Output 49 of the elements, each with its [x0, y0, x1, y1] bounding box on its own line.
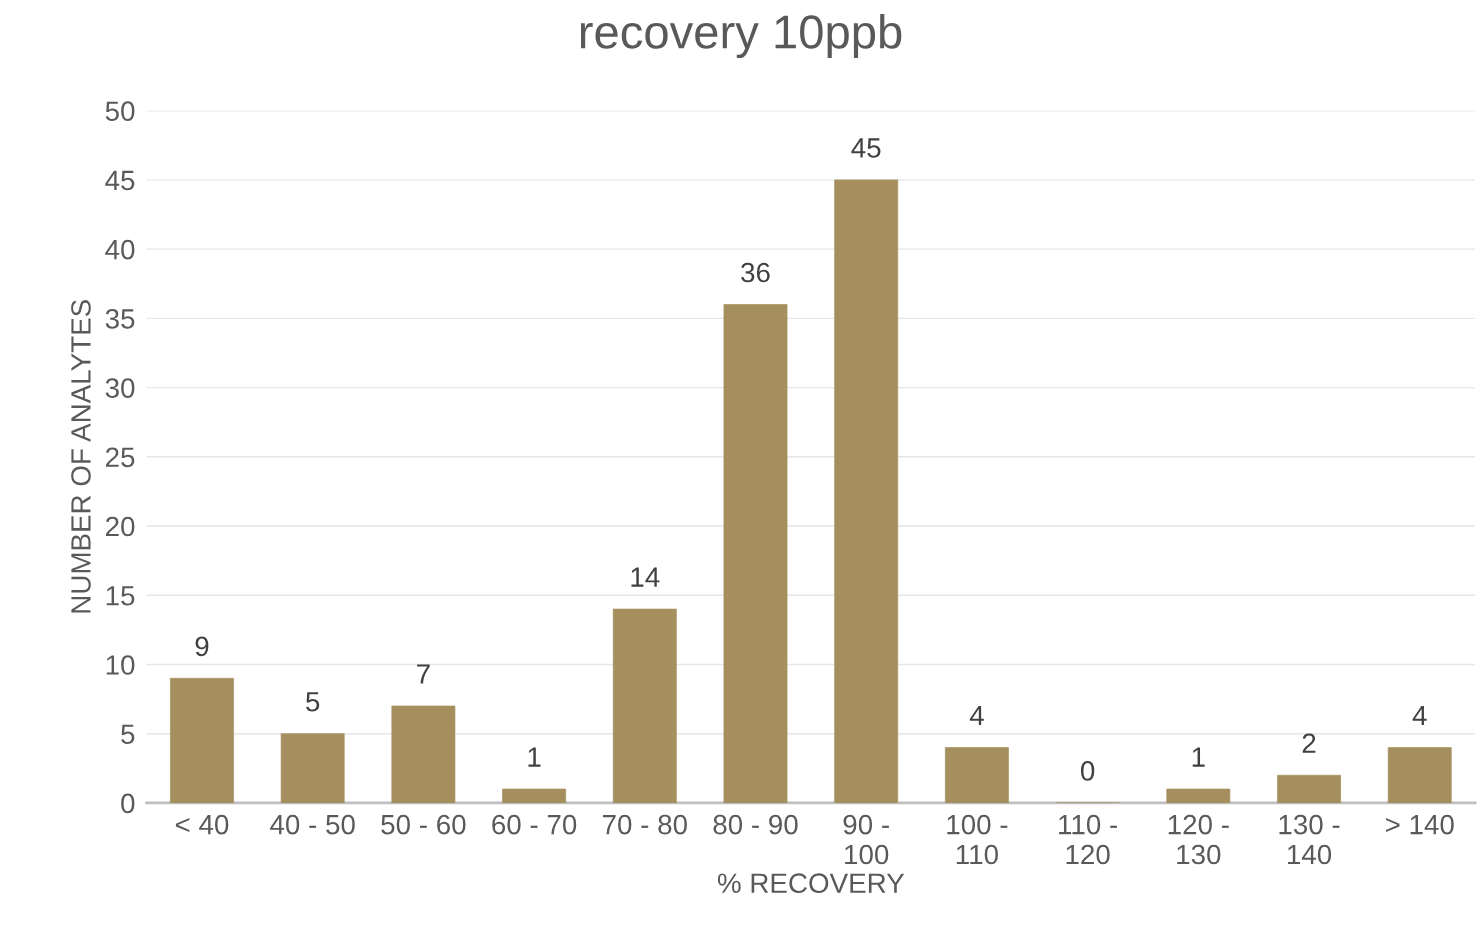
x-tick-label: < 40 [175, 814, 229, 835]
y-tick-label: 40 [105, 239, 135, 260]
data-label: 5 [306, 692, 320, 712]
y-tick-label: 45 [105, 170, 135, 191]
x-tick-label: 80 - 90 [713, 814, 798, 835]
data-label: 1 [528, 747, 541, 767]
x-tick-label: 110 - 120 [1059, 814, 1118, 865]
y-axis-title: NUMBER OF ANALYTES [71, 300, 91, 613]
data-label: 45 [851, 138, 881, 158]
y-tick-label: 50 [105, 101, 135, 122]
x-tick-label: 40 - 50 [270, 814, 355, 835]
bar [1387, 747, 1452, 803]
y-tick-label: 5 [121, 724, 135, 745]
data-label: 0 [1080, 761, 1095, 781]
x-tick-label: 70 - 80 [602, 814, 687, 835]
y-tick-label: 10 [106, 655, 135, 675]
data-label: 4 [969, 706, 984, 726]
data-label: 9 [195, 636, 209, 657]
data-label: 7 [417, 664, 430, 684]
bar [834, 179, 899, 803]
data-label: 4 [1412, 706, 1427, 726]
x-tick-label: > 140 [1385, 814, 1454, 835]
bar [280, 733, 345, 803]
data-label: 2 [1302, 733, 1316, 753]
chart-title: recovery 10ppb [580, 14, 902, 59]
x-tick-label: 130 - 140 [1279, 814, 1340, 865]
data-label: 1 [1192, 747, 1205, 767]
y-tick-label: 0 [121, 793, 135, 814]
x-tick-label: 50 - 60 [381, 814, 466, 835]
bar [502, 788, 566, 803]
data-label: 36 [741, 262, 770, 283]
bar [170, 677, 234, 803]
data-label: 14 [631, 567, 660, 587]
x-tick-label: 100 - 110 [947, 814, 1008, 865]
bar [945, 747, 1009, 803]
y-tick-label: 30 [105, 378, 135, 398]
bar [1166, 788, 1231, 803]
x-axis-title: % RECOVERY [717, 873, 905, 894]
bar [391, 705, 456, 803]
y-tick-label: 20 [106, 516, 135, 537]
y-tick-label: 35 [105, 309, 135, 329]
x-tick-label: 60 - 70 [492, 814, 577, 835]
bar [612, 608, 677, 803]
bar [723, 304, 788, 803]
y-tick-label: 25 [106, 447, 135, 468]
x-tick-label: 90 - 100 [843, 814, 889, 865]
bar [1277, 774, 1341, 803]
y-tick-label: 15 [106, 586, 135, 606]
x-tick-label: 120 - 130 [1168, 814, 1229, 865]
